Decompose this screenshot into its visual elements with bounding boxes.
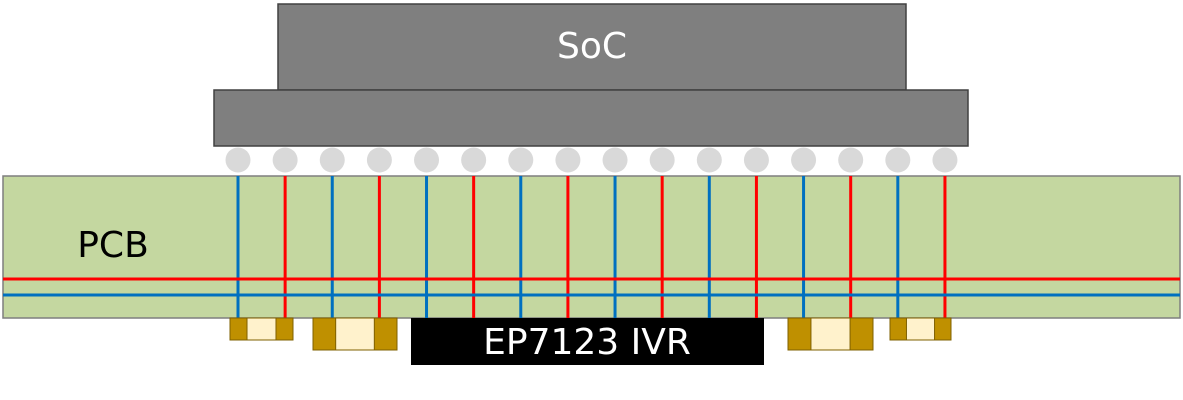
capacitor-terminal: [849, 317, 874, 351]
solder-ball: [272, 147, 298, 173]
solder-ball: [225, 147, 251, 173]
solder-ball: [885, 147, 911, 173]
pcb-board: [2, 175, 1181, 319]
solder-ball: [838, 147, 864, 173]
capacitor-terminal: [312, 317, 337, 351]
capacitor-terminal: [934, 317, 952, 341]
capacitors: [229, 317, 952, 351]
solder-ball: [791, 147, 817, 173]
capacitor-terminal: [889, 317, 907, 341]
pcb-label: PCB: [77, 225, 149, 266]
soc-die: [277, 3, 907, 91]
solder-ball: [743, 147, 769, 173]
solder-ball: [461, 147, 487, 173]
capacitor-terminal: [787, 317, 812, 351]
soc-label: SoC: [557, 26, 627, 67]
solder-balls: [225, 147, 958, 173]
solder-ball: [366, 147, 392, 173]
capacitor-terminal: [275, 317, 294, 341]
capacitor-terminal: [229, 317, 248, 341]
soc-substrate: [213, 89, 969, 147]
capacitor-terminal: [373, 317, 398, 351]
solder-ball: [319, 147, 345, 173]
solder-ball: [649, 147, 675, 173]
solder-ball: [555, 147, 581, 173]
ivr-label: EP7123 IVR: [483, 322, 691, 363]
solder-ball: [696, 147, 722, 173]
solder-ball: [414, 147, 440, 173]
solder-ball: [602, 147, 628, 173]
solder-ball: [932, 147, 958, 173]
ivr-chip: [411, 318, 764, 365]
solder-ball: [508, 147, 534, 173]
